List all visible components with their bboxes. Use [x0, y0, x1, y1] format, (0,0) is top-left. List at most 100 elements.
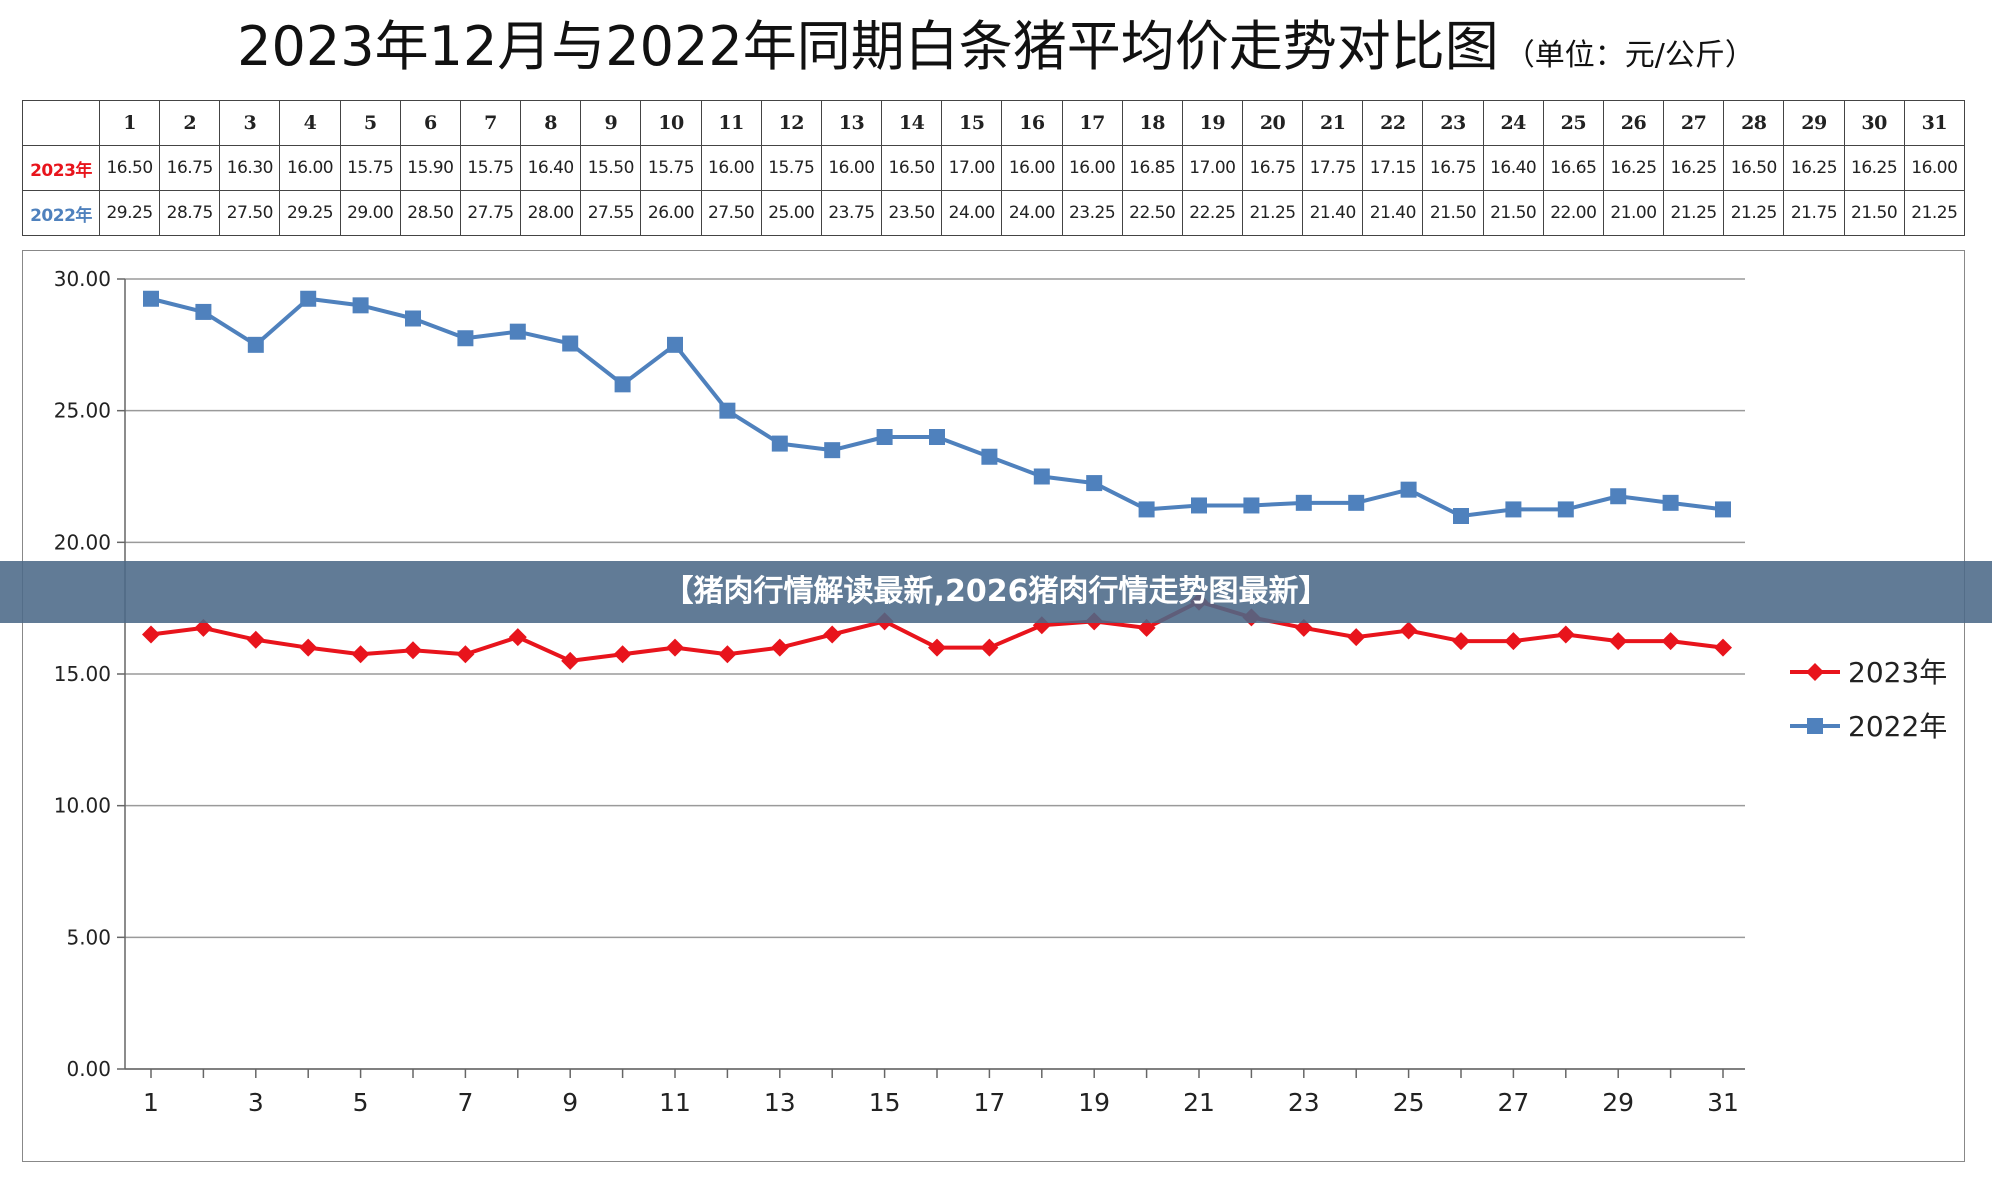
- table-day-header: 25: [1542, 100, 1604, 146]
- data-point: [824, 442, 841, 459]
- x-tick-label: 15: [869, 1088, 901, 1117]
- table-value-cell: 17.75: [1302, 145, 1364, 191]
- data-point: [1504, 632, 1523, 651]
- x-tick-label: 9: [562, 1088, 578, 1117]
- legend-marker: [1807, 718, 1823, 734]
- table-value-cell: 21.25: [1903, 190, 1966, 236]
- table-value-cell: 21.75: [1783, 190, 1845, 236]
- table-day-header: 9: [580, 100, 642, 146]
- chart-title-unit: （单位：元/公斤）: [1504, 38, 1755, 73]
- table-day-header: 8: [520, 100, 582, 146]
- table-value-cell: 15.90: [399, 145, 461, 191]
- table-value-cell: 21.25: [1241, 190, 1304, 236]
- data-point: [771, 435, 788, 452]
- table-value-cell: 16.00: [1061, 145, 1123, 191]
- table-day-header: 30: [1843, 100, 1905, 146]
- table-row: 2022年 29.25 28.75 27.50 29.25 29.00 28.50 27.75…: [22, 190, 1966, 236]
- data-point: [1610, 488, 1627, 505]
- data-point: [457, 330, 474, 347]
- data-point: [980, 638, 999, 657]
- table-day-header: 14: [881, 100, 943, 146]
- table-value-cell: 17.00: [1181, 145, 1243, 191]
- data-point: [1191, 497, 1207, 514]
- x-tick-label: 31: [1707, 1088, 1739, 1117]
- table-value-cell: 16.25: [1602, 145, 1665, 191]
- table-day-header: 23: [1422, 100, 1484, 146]
- data-point: [562, 335, 579, 352]
- data-point: [300, 290, 317, 307]
- data-point: [1714, 638, 1732, 657]
- x-tick-label: 19: [1078, 1088, 1110, 1117]
- table-value-cell: 16.50: [98, 145, 161, 191]
- data-point: [1033, 468, 1050, 485]
- data-point: [1557, 501, 1574, 518]
- legend-marker: [1806, 663, 1824, 681]
- table-value-cell: 22.50: [1121, 190, 1183, 236]
- x-tick-label: 17: [973, 1088, 1005, 1117]
- table-value-cell: 21.40: [1302, 190, 1364, 236]
- table-day-header: 31: [1903, 100, 1966, 146]
- table-value-cell: 16.75: [1241, 145, 1304, 191]
- data-point: [352, 297, 369, 314]
- data-point: [1294, 618, 1313, 637]
- table-day-header: 24: [1482, 100, 1544, 146]
- table-value-cell: 16.00: [700, 145, 762, 191]
- table-value-cell: 21.50: [1482, 190, 1544, 236]
- table-day-header: 16: [1001, 100, 1063, 146]
- table-value-cell: 16.00: [279, 145, 341, 191]
- data-point: [1505, 501, 1522, 518]
- data-point: [351, 645, 370, 664]
- series-line-2022年: [150, 296, 1724, 518]
- y-tick-label: 25.00: [54, 399, 111, 423]
- table-value-cell: 16.30: [219, 145, 281, 191]
- table-value-cell: 16.25: [1663, 145, 1725, 191]
- x-tick-label: 13: [764, 1088, 796, 1117]
- table-value-cell: 16.75: [159, 145, 221, 191]
- x-tick-label: 23: [1288, 1088, 1320, 1117]
- table-row-label: 2023年: [22, 145, 100, 191]
- data-point: [1086, 475, 1103, 492]
- data-point: [718, 645, 737, 664]
- table-day-header: 2: [159, 100, 221, 146]
- table-value-cell: 16.85: [1121, 145, 1183, 191]
- legend-label: 2023年: [1848, 656, 1947, 689]
- table-value-cell: 27.50: [219, 190, 281, 236]
- table-value-cell: 15.75: [760, 145, 822, 191]
- y-tick-label: 20.00: [54, 530, 111, 554]
- table-value-cell: 16.75: [1422, 145, 1484, 191]
- data-point: [1399, 621, 1418, 640]
- table-row-label: 2022年: [22, 190, 100, 236]
- data-point: [614, 376, 631, 393]
- data-point: [1295, 494, 1312, 511]
- data-point: [143, 290, 159, 307]
- table-value-cell: 17.00: [941, 145, 1003, 191]
- legend-label: 2022年: [1848, 710, 1947, 743]
- data-point: [1453, 508, 1469, 524]
- x-tick-label: 5: [353, 1088, 369, 1117]
- table-value-cell: 16.00: [1903, 145, 1966, 191]
- table-value-cell: 21.25: [1723, 190, 1785, 236]
- data-point: [719, 402, 736, 419]
- table-value-cell: 22.00: [1542, 190, 1604, 236]
- data-point: [929, 429, 945, 445]
- price-table: 1 2 3 4 5 6 7 8 9 10 11 12 13 14 15 16 17 18 19 20 21 22 23 24 2…: [22, 100, 1966, 236]
- table-day-header: 13: [820, 100, 883, 146]
- x-tick-label: 27: [1497, 1088, 1529, 1117]
- data-point: [1661, 632, 1680, 651]
- table-value-cell: 29.00: [339, 190, 401, 236]
- data-point: [561, 651, 580, 670]
- table-day-header: 18: [1121, 100, 1183, 146]
- overlay-banner: 【猪肉行情解读最新,2026猪肉行情走势图最新】: [0, 561, 1992, 623]
- table-day-header: 17: [1061, 100, 1123, 146]
- x-tick-label: 7: [457, 1088, 473, 1117]
- table-day-header: 21: [1302, 100, 1364, 146]
- table-day-header: 26: [1602, 100, 1665, 146]
- data-point: [1347, 628, 1366, 647]
- table-day-header: 5: [339, 100, 401, 146]
- table-value-cell: 23.50: [881, 190, 943, 236]
- table-day-header: 27: [1663, 100, 1725, 146]
- data-point: [509, 323, 526, 340]
- data-point: [1715, 501, 1731, 518]
- table-value-cell: 15.75: [459, 145, 522, 191]
- table-value-cell: 21.25: [1663, 190, 1725, 236]
